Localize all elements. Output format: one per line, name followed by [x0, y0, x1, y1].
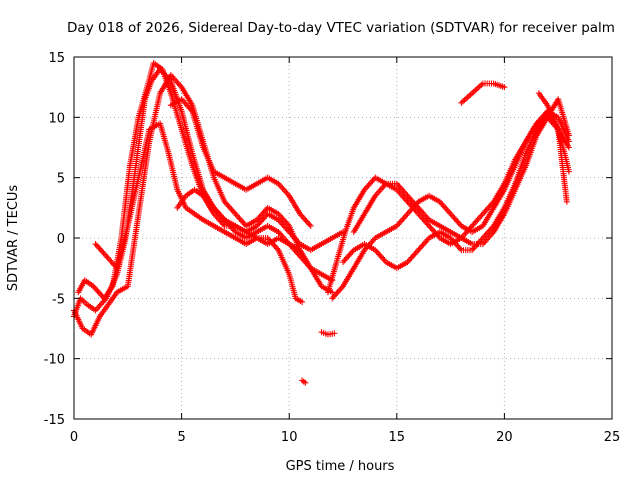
series-track-12: [535, 90, 572, 175]
series-track-6: [174, 186, 336, 284]
data-markers: [71, 60, 572, 386]
y-tick-label: 0: [57, 232, 65, 247]
y-tick-label: -5: [52, 292, 65, 307]
y-tick-label: 15: [48, 51, 65, 66]
series-track-2: [75, 60, 346, 302]
x-tick-label: 20: [496, 430, 513, 445]
series-track-11: [458, 80, 508, 106]
axis-ticks: 0 5 10 15 20 25 -15 -10 -5 0 5 10 15: [44, 51, 621, 445]
series-track-14: [318, 329, 338, 338]
x-tick-label: 10: [281, 430, 298, 445]
x-axis-label: GPS time / hours: [286, 459, 395, 474]
series-markers: [535, 90, 572, 175]
x-tick-label: 15: [389, 430, 406, 445]
series-markers: [458, 80, 508, 106]
series-markers: [318, 329, 338, 338]
series-track-13: [299, 377, 309, 386]
y-axis-label: SDTVAR / TECUs: [6, 185, 21, 292]
series-markers: [299, 377, 309, 386]
series-markers: [167, 96, 314, 229]
y-tick-label: 10: [48, 111, 65, 126]
y-tick-label: 5: [57, 172, 65, 187]
series-markers: [75, 60, 346, 302]
x-tick-label: 25: [604, 430, 621, 445]
x-tick-label: 5: [177, 430, 185, 445]
series-track-5: [167, 96, 314, 229]
series-markers: [174, 186, 336, 284]
series-track-10: [350, 96, 572, 248]
series-markers: [350, 96, 572, 248]
y-tick-label: -10: [44, 353, 65, 368]
y-tick-label: -15: [44, 413, 65, 428]
x-tick-label: 0: [70, 430, 78, 445]
chart-title: Day 018 of 2026, Sidereal Day-to-day VTE…: [67, 20, 615, 36]
